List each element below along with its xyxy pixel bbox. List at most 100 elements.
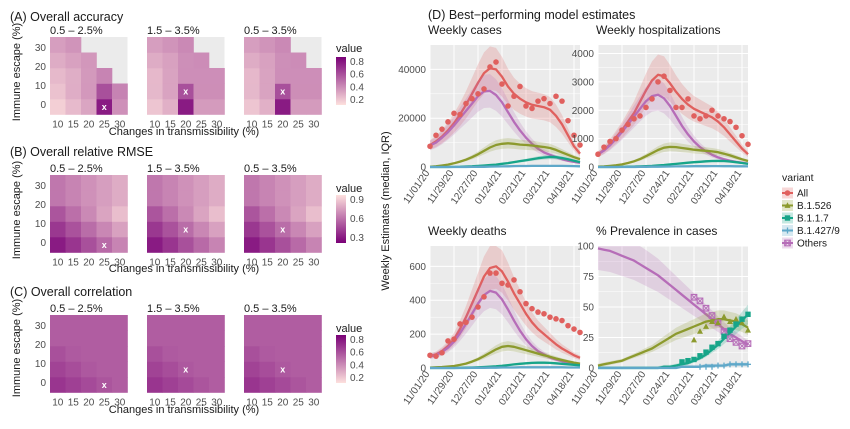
heatmap-cell (193, 99, 210, 115)
estimate-y-tick: 0 (588, 163, 594, 174)
heatmap-cell (259, 377, 276, 393)
heatmap-cell (162, 83, 179, 100)
heatmap-cell (162, 175, 179, 191)
heatmap-cell (306, 221, 322, 238)
estimate-panel-title: Weekly deaths (428, 224, 507, 238)
estimate-y-tick: 600 (409, 262, 426, 273)
heatmap-x-tick: 20 (83, 258, 95, 269)
best-model-marker: x (280, 86, 285, 96)
best-model-marker: x (102, 102, 107, 112)
heatmap-cell (209, 377, 225, 393)
best-model-marker: x (102, 240, 107, 250)
observed-point (643, 104, 649, 111)
heatmap-cell (209, 221, 225, 238)
heatmap-cell (306, 361, 322, 378)
legend-symbol (784, 202, 791, 208)
heatmap-cell (112, 83, 128, 100)
heatmap-cell (81, 315, 97, 331)
observed-point (523, 103, 529, 109)
heatmap-cell (65, 330, 82, 347)
observed-point (499, 280, 505, 287)
estimate-y-tick: 20000 (398, 114, 426, 125)
observed-point (439, 126, 445, 132)
heatmap-cell (290, 52, 307, 69)
heatmap-cell (112, 237, 128, 253)
heatmap-cell (147, 330, 163, 347)
heatmap-cell (162, 361, 179, 378)
observed-point (709, 363, 715, 370)
observed-point (702, 304, 710, 312)
colorbar-tick: 0.6 (350, 214, 364, 225)
colorbar-tick: 0.2 (350, 95, 364, 106)
heatmap-x-tick: 15 (68, 258, 80, 269)
heatmap-x-tick: 10 (52, 398, 64, 409)
observed-point (463, 319, 469, 326)
observed-point (571, 326, 577, 332)
observed-point (445, 338, 451, 344)
heatmap-cell (244, 68, 260, 84)
heatmap-cell (178, 83, 194, 100)
heatmap-y-tick: 10 (35, 359, 47, 370)
heatmap-cell (147, 315, 163, 331)
heatmap-x-tick: 25 (293, 398, 305, 409)
heatmap-subtitle: 1.5 – 3.5% (147, 303, 200, 315)
observed-point (631, 115, 637, 122)
panel-b-title: (B) Overall relative RMSE (10, 145, 153, 159)
panel-c-title: (C) Overall correlation (10, 285, 132, 299)
heatmap-x-tick: 10 (149, 120, 161, 131)
legend-symbol (784, 190, 791, 196)
heatmap-cell (96, 99, 113, 115)
heatmap-cell (275, 52, 291, 69)
heatmap-cell (50, 315, 66, 331)
observed-point (721, 115, 727, 122)
heatmap-cell (50, 330, 66, 347)
observed-point (445, 119, 451, 125)
iqr-ribbon (430, 74, 580, 164)
heatmap-cell (65, 175, 82, 191)
heatmap-cell (147, 52, 163, 69)
median-line (597, 318, 749, 367)
observed-point (733, 316, 739, 322)
heatmap-cell (50, 361, 66, 378)
legend-symbol (784, 215, 791, 221)
heatmap-x-tick: 25 (99, 258, 111, 269)
observed-point (559, 98, 565, 104)
heatmap-cell (209, 83, 225, 100)
heatmap-x-tick: 15 (165, 120, 177, 131)
heatmap-cell (81, 221, 97, 238)
observed-point (715, 362, 721, 369)
median-line (429, 142, 581, 168)
estimate-y-tick: 0 (420, 364, 426, 375)
heatmap-cell (244, 83, 260, 100)
heatmap-cell (275, 99, 291, 115)
heatmap-cell (50, 237, 66, 253)
heatmap-cell (193, 237, 210, 253)
heatmap-cell (244, 221, 260, 238)
panel-a-xlabel: Changes in transmissibility (%) (109, 126, 259, 138)
observed-point (739, 316, 745, 322)
heatmap-cell (178, 377, 194, 393)
heatmap-x-tick: 15 (68, 398, 80, 409)
heatmap-cell (290, 377, 307, 393)
heatmap-cell (65, 99, 82, 115)
heatmap-cell (209, 361, 225, 378)
colorbar-tick: 0.2 (350, 373, 364, 384)
heatmap-cell (178, 330, 194, 347)
heatmap-cell (259, 190, 276, 207)
best-model-marker: x (183, 224, 188, 234)
heatmap-cell (81, 175, 97, 191)
heatmap-y-tick: 30 (35, 321, 47, 332)
observed-point (451, 110, 457, 117)
observed-point (475, 304, 481, 310)
heatmap-cell (244, 346, 260, 362)
heatmap-cell (275, 221, 291, 238)
heatmap-x-tick: 30 (308, 120, 320, 131)
heatmap-cell (65, 237, 82, 253)
observed-point (721, 362, 727, 369)
heatmap-cell (112, 315, 128, 331)
heatmap-cell (290, 237, 307, 253)
heatmap-y-tick: 30 (35, 43, 47, 54)
colorbar-tick: 0.6 (350, 70, 364, 81)
heatmap-cell (244, 37, 260, 53)
heatmap-x-tick: 10 (149, 398, 161, 409)
